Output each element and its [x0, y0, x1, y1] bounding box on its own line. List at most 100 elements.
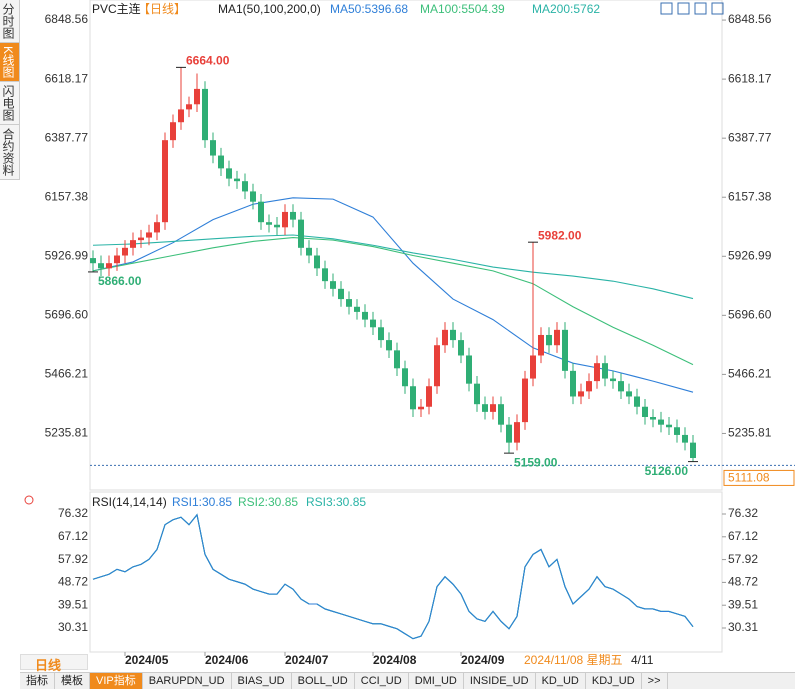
candle-body: [322, 268, 328, 282]
annotation-label: 5159.00: [514, 455, 558, 469]
y-tick-label: 6618.17: [45, 71, 89, 85]
candle-body: [354, 306, 360, 312]
toolbar-tab[interactable]: >>: [642, 673, 668, 689]
chart-title: PVC主连: [92, 1, 141, 16]
candle-body: [418, 406, 424, 410]
toolbar-tab[interactable]: INSIDE_UD: [464, 673, 536, 689]
rsi-title: RSI(14,14,14): [92, 495, 167, 509]
x-tick-label: 2024/05: [125, 653, 169, 667]
legend-entry: RSI2:30.85: [238, 495, 298, 509]
candle-body: [162, 140, 168, 223]
toolbar-tab[interactable]: BARUPDN_UD: [143, 673, 232, 689]
y-tick-label: 30.31: [58, 620, 88, 634]
candle-body: [602, 363, 608, 379]
sidebar-tab[interactable]: 合约资料: [0, 125, 19, 181]
cursor-label: 2024/11/08 星期五: [524, 653, 623, 667]
y-tick-label-right: 6387.77: [728, 130, 772, 144]
candle-body: [346, 299, 352, 307]
y-tick-label: 5926.99: [45, 248, 89, 262]
y-tick-label-right: 5466.21: [728, 367, 772, 381]
candle-body: [386, 340, 392, 351]
toolbar-tab[interactable]: BOLL_UD: [292, 673, 355, 689]
y-tick-label: 6387.77: [45, 130, 89, 144]
candle-body: [482, 404, 488, 412]
sidebar-tab[interactable]: 闪电图: [0, 82, 19, 126]
candle-body: [170, 122, 176, 141]
candle-body: [258, 201, 264, 223]
annotation-label: 5982.00: [538, 228, 582, 242]
candle-body: [554, 329, 560, 346]
toolbar-tab[interactable]: VIP指标: [90, 673, 143, 689]
candle-body: [610, 378, 616, 382]
y-tick-label-right: 6157.38: [728, 189, 772, 203]
candle-body: [306, 247, 312, 256]
y-tick-label-right: 57.92: [728, 552, 758, 566]
toolbar-tab[interactable]: 模板: [55, 673, 90, 689]
candle-body: [98, 263, 104, 269]
series-line: [92, 513, 694, 640]
candle-body: [282, 211, 288, 228]
candle-body: [642, 406, 648, 417]
candle-body: [330, 281, 336, 289]
sidebar-tab[interactable]: K线图: [0, 43, 19, 83]
indicator: MA1(50,100,200,0): [218, 2, 321, 16]
toolbar-tab[interactable]: KDJ_UD: [586, 673, 642, 689]
candle-body: [314, 255, 320, 269]
toolbar-tab[interactable]: KD_UD: [536, 673, 586, 689]
candle-body: [210, 140, 216, 156]
candle-body: [130, 240, 136, 248]
candle-body: [562, 329, 568, 371]
y-tick-label: 5466.21: [45, 367, 89, 381]
series-line: [92, 197, 694, 393]
candle-body: [266, 222, 272, 225]
candle-body: [122, 247, 128, 256]
toolbar-tab[interactable]: CCI_UD: [355, 673, 409, 689]
candle-body: [546, 334, 552, 346]
toolbar-tab[interactable]: 指标: [20, 673, 55, 689]
y-tick-label-right: 67.12: [728, 529, 758, 543]
candle-body: [682, 434, 688, 443]
period: 【日线】: [138, 2, 186, 16]
toolbar: 指标 模板 VIP指标 BARUPDN_UD BIAS_UD BOLL_UD CCI_UD D…: [20, 672, 795, 689]
y-tick-label-right: 48.72: [728, 575, 758, 589]
sidebar-tab[interactable]: 分时图: [0, 0, 19, 43]
candle-body: [138, 237, 144, 241]
x-tick-label: 2024/09: [461, 653, 505, 667]
legend-entry: RSI3:30.85: [306, 495, 366, 509]
y-tick-label: 5696.60: [45, 308, 89, 322]
y-tick-label: 6157.38: [45, 189, 89, 203]
candle-body: [586, 381, 592, 392]
candle-body: [394, 350, 400, 369]
candle-body: [594, 363, 600, 382]
y-tick-label-right: 6848.56: [728, 12, 772, 26]
candle-body: [506, 424, 512, 443]
series-line: [92, 234, 694, 300]
candle-body: [378, 327, 384, 341]
x-tick-label: 2024/06: [205, 653, 249, 667]
candle-body: [650, 416, 656, 420]
toolbar-tab[interactable]: DMI_UD: [409, 673, 464, 689]
candle-body: [658, 419, 664, 425]
candle-body: [202, 88, 208, 141]
period-button[interactable]: 日线: [20, 654, 88, 673]
candle-body: [666, 424, 672, 428]
candle-body: [514, 422, 520, 443]
sidebar: 分时图 K线图 闪电图 合约资料: [0, 0, 20, 181]
y-tick-label: 48.72: [58, 575, 88, 589]
candle-body: [154, 222, 160, 233]
candle-body: [242, 181, 248, 192]
settings-icon[interactable]: [24, 495, 34, 505]
candle-body: [450, 329, 456, 341]
annotation-label: 5866.00: [98, 274, 142, 288]
y-tick-label: 76.32: [58, 506, 88, 520]
candle-body: [466, 355, 472, 384]
legend-entry: RSI1:30.85: [172, 495, 232, 509]
candle-body: [434, 345, 440, 387]
cursor-extra: 4/11: [631, 653, 654, 667]
series-line: [92, 513, 694, 640]
candle-body: [362, 311, 368, 320]
toolbar-tab[interactable]: BIAS_UD: [232, 673, 292, 689]
candle-body: [178, 109, 184, 123]
candle-body: [106, 263, 112, 269]
